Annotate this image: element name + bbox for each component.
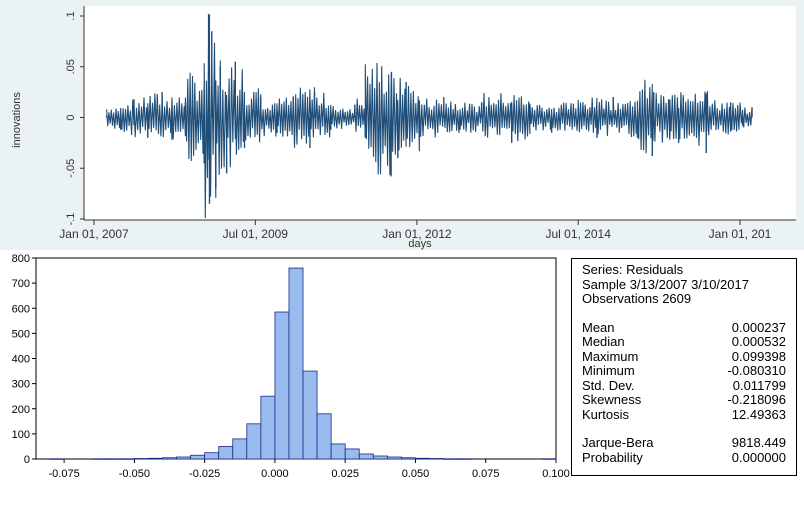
innovations-chart-panel: .1 .05 0 -.05 -.1 Jan 01, 2007 Jul 01, 2009 Jan… (0, 0, 804, 250)
stat-value: -0.218096 (727, 392, 786, 407)
stat-label: Maximum (582, 348, 639, 364)
histogram-bar (443, 458, 459, 460)
stat-label: Probability (582, 449, 643, 465)
x-tick-label: 0.000 (261, 468, 289, 480)
x-tick-label: -0.025 (189, 468, 220, 480)
y-tick-label: .05 (65, 59, 77, 74)
stat-row: Minimum -0.080310 (582, 363, 786, 379)
y-axis-label: innovations (11, 92, 23, 148)
y-tick-label: 400 (12, 354, 30, 366)
residuals-histogram: 0 100 200 300 400 500 600 700 800 -0.075 -0.050 -0.… (12, 253, 570, 480)
stat-label: Minimum (582, 363, 635, 378)
x-tick-label: Jul 01, 2014 (545, 227, 611, 241)
stat-label: Median (582, 334, 625, 349)
stat-label: Kurtosis (582, 406, 629, 422)
x-tick-label: -0.050 (119, 468, 150, 480)
x-tick-label: 0.050 (402, 468, 430, 480)
y-tick-label: 0 (65, 114, 77, 120)
stat-label: Mean (582, 319, 615, 335)
histogram-bar (176, 456, 191, 460)
x-tick-label: Jan 01, 2007 (59, 227, 129, 241)
y-tick-label: -.1 (65, 213, 77, 226)
histogram-bar (148, 457, 163, 460)
histogram-bar (91, 458, 107, 460)
stat-row: Kurtosis 12.49363 (582, 406, 786, 423)
stat-value: 0.099398 (731, 348, 786, 364)
stat-label: Jarque-Bera (582, 435, 654, 450)
y-tick-label: 700 (12, 278, 30, 290)
x-tick-label: 0.100 (542, 468, 570, 480)
x-axis-label: days (408, 238, 432, 250)
x-tick-label: Jan 01, 201 (709, 227, 772, 241)
x-tick-label: 0.025 (331, 468, 359, 480)
histogram-bar (288, 267, 304, 460)
x-tick-label: -0.075 (49, 468, 80, 480)
stat-row: Skewness -0.218096 (582, 392, 786, 408)
stat-value: 0.000000 (731, 449, 786, 465)
y-tick-label: 200 (12, 404, 30, 416)
y-tick-label: 100 (12, 429, 30, 441)
stats-rows: Mean 0.000237 Median 0.000532 Maximum 0.09939… (582, 319, 786, 423)
histogram-bar (274, 311, 290, 460)
stat-value: 12.49363 (731, 406, 786, 422)
stat-row: Jarque-Bera 9818.449 (582, 435, 786, 451)
y-tick-label: .1 (65, 11, 77, 20)
observations: Observations 2609 (582, 291, 692, 306)
histogram-bar (302, 370, 318, 460)
histogram-bar (119, 458, 135, 460)
histogram-bar (260, 395, 276, 460)
stat-value: 0.011799 (732, 377, 786, 393)
histogram-bar (218, 446, 234, 460)
histogram-bar (133, 458, 149, 460)
histogram-bar (246, 423, 262, 460)
stat-label: Skewness (582, 392, 642, 407)
stat-row: Maximum 0.099398 (582, 348, 786, 365)
histogram-bar (330, 443, 346, 460)
sample-range: Sample 3/13/2007 3/10/2017 (582, 276, 749, 292)
x-tick-label: Jul 01, 2009 (223, 227, 289, 241)
histogram-bar (386, 456, 402, 460)
histogram-bar (232, 438, 248, 460)
stat-row: Std. Dev. 0.011799 (582, 377, 786, 394)
histogram-bar (401, 457, 416, 460)
histogram-bar (457, 458, 473, 460)
stat-row: Probability 0.000000 (582, 449, 786, 466)
histogram-bar (162, 457, 177, 460)
histogram-bar (105, 458, 121, 460)
histogram-bar (429, 458, 444, 460)
x-tick-label: Jan 01, 2012 (382, 227, 452, 241)
histogram-bar (316, 413, 332, 460)
histogram-bar (372, 455, 388, 460)
histogram-bar (415, 457, 430, 460)
histogram-bar (358, 453, 374, 460)
histogram-bar (344, 448, 360, 460)
y-tick-label: 300 (12, 379, 30, 391)
histogram-bar (190, 454, 206, 460)
series-name: Series: Residuals (582, 262, 684, 277)
histogram-bar (204, 452, 220, 460)
residual-stats-box: Series: Residuals Sample 3/13/2007 3/10/… (571, 258, 797, 476)
stat-label: Std. Dev. (582, 377, 635, 393)
y-tick-label: 0 (24, 454, 30, 466)
histogram-bar (541, 458, 557, 460)
histogram-bar (49, 458, 65, 460)
stat-value: -0.080310 (727, 363, 786, 378)
stat-value: 9818.449 (731, 435, 786, 450)
y-tick-label: -.05 (65, 159, 77, 178)
stat-value: 0.000532 (731, 334, 786, 349)
y-tick-label: 500 (12, 328, 30, 340)
y-tick-label: 800 (12, 253, 30, 265)
y-tick-label: 600 (12, 303, 30, 315)
x-tick-label: 0.075 (472, 468, 500, 480)
stat-row: Mean 0.000237 (582, 319, 786, 336)
stat-row: Median 0.000532 (582, 334, 786, 350)
stats-rows-tests: Jarque-Bera 9818.449 Probability 0.000000 (582, 435, 786, 466)
stat-value: 0.000237 (731, 319, 786, 335)
